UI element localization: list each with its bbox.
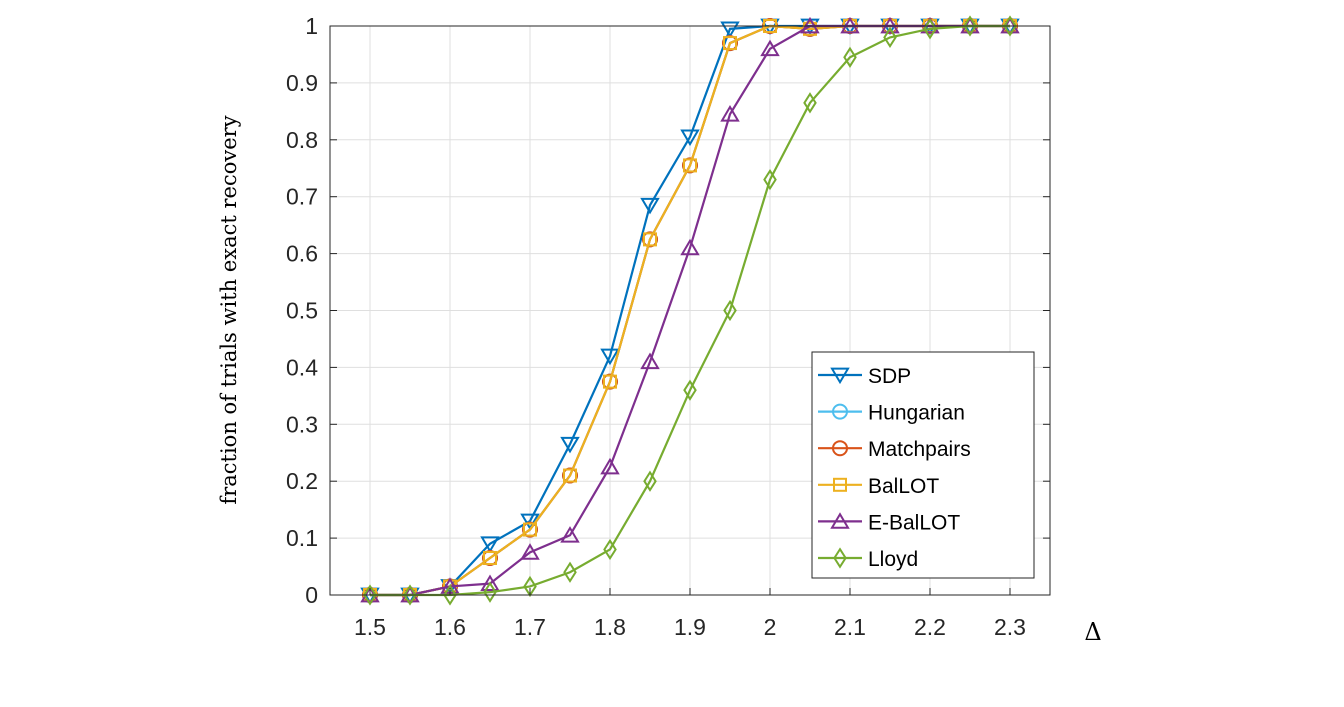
data-point xyxy=(363,584,377,606)
y-axis-label: fraction of trials with exact recovery xyxy=(217,115,241,504)
data-point xyxy=(643,232,657,247)
x-tick-label: 2 xyxy=(764,614,777,640)
y-tick-label: 0.2 xyxy=(286,468,318,494)
data-point xyxy=(483,551,497,566)
tick-labels: 1.5 1.6 1.7 1.8 1.9 2 2.1 2.2 2.3 0 0.1 0.2 0.3 0.4 0.… xyxy=(286,13,1050,640)
y-tick-label: 1 xyxy=(305,13,318,39)
y-tick-label: 0.5 xyxy=(286,298,318,324)
data-point xyxy=(563,561,577,583)
data-point xyxy=(480,574,500,592)
y-tick-label: 0 xyxy=(305,582,318,608)
x-tick-label: 1.8 xyxy=(594,614,626,640)
legend-marker xyxy=(830,367,850,385)
legend-label: SDP xyxy=(868,365,911,388)
legend-box xyxy=(811,351,1035,579)
data-point xyxy=(680,129,700,147)
y-tick-label: 0.9 xyxy=(286,70,318,96)
legend-label: Hungarian xyxy=(868,402,965,425)
data-point xyxy=(603,374,617,389)
data-point xyxy=(883,26,897,49)
data-point xyxy=(600,457,620,475)
data-point xyxy=(560,436,580,454)
data-point xyxy=(523,522,537,537)
data-point xyxy=(643,470,657,492)
data-point xyxy=(683,158,697,173)
legend-label: E-BalLOT xyxy=(868,511,960,534)
data-point xyxy=(640,197,660,215)
data-point xyxy=(483,581,497,603)
data-point xyxy=(600,348,620,366)
data-point xyxy=(443,584,457,606)
legend-entry: SDP xyxy=(818,365,911,388)
data-point xyxy=(723,36,737,51)
legend-marker xyxy=(832,440,848,457)
data-point xyxy=(843,46,857,68)
data-point xyxy=(403,584,417,606)
data-point xyxy=(723,299,737,322)
x-tick-label: 1.9 xyxy=(674,614,706,640)
data-point xyxy=(560,526,580,543)
x-tick-label: 1.5 xyxy=(354,614,386,640)
legend-entry: Hungarian xyxy=(818,402,965,425)
data-point xyxy=(803,92,817,114)
data-point xyxy=(480,536,500,553)
legend-label: Matchpairs xyxy=(868,438,971,461)
legend-marker xyxy=(833,547,847,569)
y-tick-label: 0.4 xyxy=(286,354,318,380)
legend-label: Lloyd xyxy=(868,548,918,571)
x-tick-label: 1.6 xyxy=(434,614,466,640)
data-point xyxy=(680,238,700,256)
data-point xyxy=(520,543,540,560)
legend-entry: BalLOT xyxy=(818,475,939,498)
data-point xyxy=(720,21,740,39)
legend-marker xyxy=(833,477,847,492)
legend: SDP Hungarian Matchpairs BalLOT E-BalLOT Lloy… xyxy=(811,351,1035,579)
x-tick-label: 1.7 xyxy=(514,614,546,640)
data-point xyxy=(963,15,977,37)
legend-entry: Matchpairs xyxy=(818,438,971,461)
legend-marker xyxy=(830,512,850,529)
legend-label: BalLOT xyxy=(868,475,939,498)
y-tick-label: 0.1 xyxy=(286,525,318,551)
data-point xyxy=(720,105,740,122)
series-line xyxy=(370,24,1010,597)
data-point xyxy=(640,352,660,370)
x-tick-label: 2.2 xyxy=(914,614,946,640)
data-point xyxy=(563,468,577,483)
data-point xyxy=(763,168,777,191)
x-axis-label: Δ xyxy=(1084,618,1101,646)
y-tick-label: 0.3 xyxy=(286,411,318,437)
data-point xyxy=(603,538,617,561)
data-point xyxy=(1003,15,1017,37)
y-tick-label: 0.6 xyxy=(286,241,318,267)
data-point xyxy=(760,39,780,57)
y-tick-label: 0.8 xyxy=(286,127,318,153)
x-tick-label: 2.3 xyxy=(994,614,1026,640)
data-point xyxy=(520,513,540,531)
legend-entry: E-BalLOT xyxy=(818,511,960,534)
legend-marker xyxy=(832,403,848,420)
legend-entry: Lloyd xyxy=(818,547,918,571)
data-point xyxy=(683,379,697,401)
x-tick-label: 2.1 xyxy=(834,614,866,640)
y-tick-label: 0.7 xyxy=(286,184,318,210)
